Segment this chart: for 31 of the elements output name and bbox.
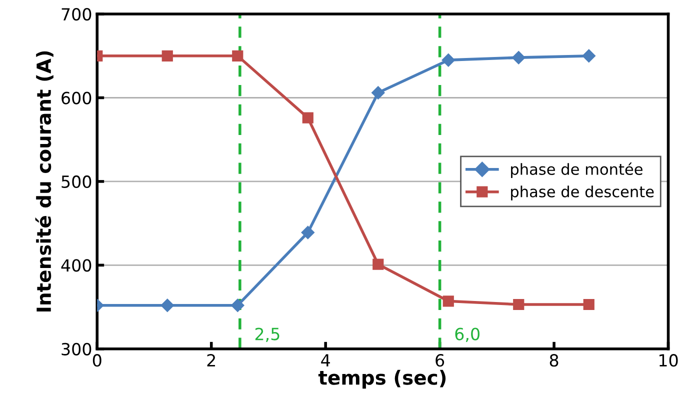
point bbox=[301, 226, 314, 240]
x-tick-label: 10 bbox=[659, 354, 678, 367]
y-tick-label: 300 bbox=[62, 342, 92, 356]
point bbox=[372, 258, 384, 270]
point bbox=[372, 86, 385, 100]
x-tick-label: 2 bbox=[207, 354, 215, 366]
y-tick-label: 500 bbox=[62, 175, 92, 188]
legend-label: phase de descente bbox=[511, 186, 654, 200]
point bbox=[582, 49, 596, 62]
ref-line-label: 2,5 bbox=[255, 328, 280, 342]
x-axis-title: temps (sec) bbox=[318, 370, 446, 389]
y-tick-label: 600 bbox=[62, 92, 92, 104]
x-tick-label: 6 bbox=[436, 354, 444, 367]
point bbox=[232, 50, 244, 62]
ref-line-label: 6,0 bbox=[455, 328, 480, 342]
point bbox=[162, 50, 173, 62]
point bbox=[160, 298, 174, 312]
y-tick-label: 400 bbox=[61, 259, 92, 272]
point bbox=[513, 298, 524, 310]
point bbox=[442, 53, 455, 67]
point bbox=[512, 50, 526, 64]
point bbox=[442, 296, 454, 307]
y-tick-label: 700 bbox=[62, 8, 92, 21]
point bbox=[302, 112, 314, 124]
legend-label: phase de montée bbox=[511, 162, 642, 178]
x-tick-label: 8 bbox=[550, 354, 558, 367]
x-tick-label: 4 bbox=[321, 354, 330, 366]
point bbox=[231, 298, 244, 312]
x-tick-label: 0 bbox=[92, 354, 102, 367]
point bbox=[583, 298, 594, 310]
y-axis-title: Intensité du courant (A) bbox=[35, 51, 54, 312]
